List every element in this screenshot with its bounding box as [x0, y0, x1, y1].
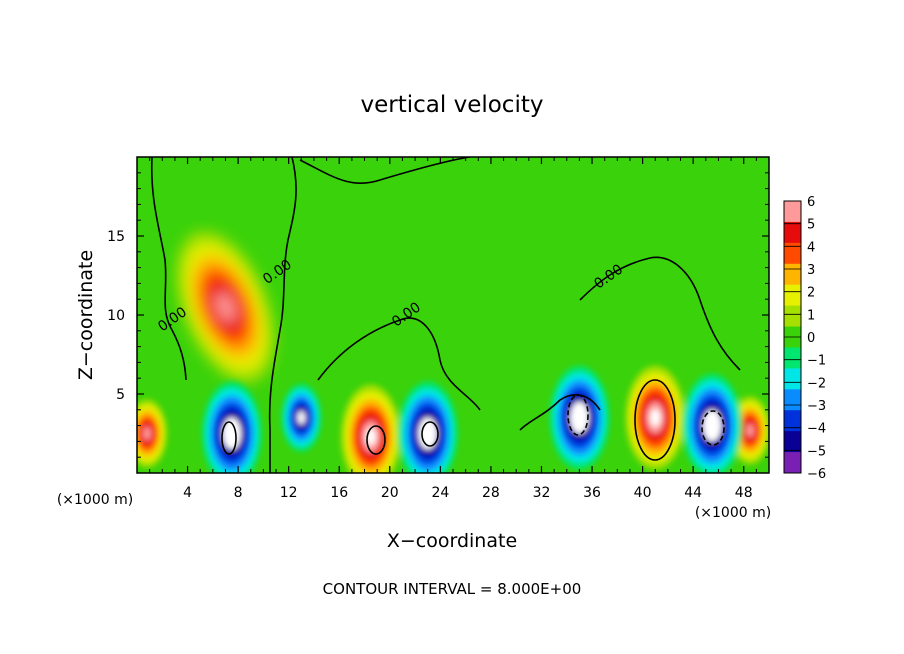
velocity-cell: [702, 409, 722, 442]
colorbar-label: 6: [807, 195, 815, 210]
zero-contour: [519, 394, 601, 431]
contour-ring: [567, 394, 589, 436]
colorbar-segment: [784, 284, 801, 307]
y-tick-label: 5: [116, 387, 125, 403]
x-tick-label: 28: [482, 485, 500, 501]
zero-contour: [579, 256, 741, 371]
colorbar-label: 2: [807, 286, 815, 301]
zero-contour: [150, 157, 187, 381]
contour-ring: [701, 410, 725, 446]
x-tick-label: 8: [234, 485, 243, 501]
colorbar-label: 1: [807, 308, 815, 323]
velocity-cell: [143, 426, 152, 441]
contour-ring: [366, 425, 386, 455]
zero-contour: [299, 157, 471, 184]
velocity-cell: [297, 411, 306, 425]
colorbar-segment: [784, 389, 801, 411]
colorbar-segment: [784, 452, 801, 474]
x-tick-label: 4: [183, 485, 192, 501]
colorbar-segment: [784, 431, 801, 453]
colorbar-segment: [784, 201, 801, 223]
colorbar-segment: [784, 263, 801, 286]
zero-contour: [317, 317, 481, 411]
x-axis: 4 8 12 16 20 24 28 32 36 40 44 48: [149, 157, 757, 501]
x-unit-label-right: (×1000 m): [695, 505, 771, 521]
x-axis-label: X−coordinate: [387, 530, 517, 552]
colorbar-segment: [784, 347, 801, 369]
x-tick-label: 36: [583, 485, 601, 501]
colorbar-segment: [784, 221, 801, 244]
x-tick-label: 20: [381, 485, 399, 501]
velocity-cell: [746, 423, 754, 437]
y-tick-label: 10: [107, 308, 125, 324]
x-tick-label: 44: [684, 485, 702, 501]
x-tick-label: 48: [735, 485, 753, 501]
colorbar-label: 5: [807, 218, 815, 233]
velocity-cell: [570, 401, 589, 434]
colorbar-label: −4: [807, 422, 826, 437]
colorbar-label: −3: [807, 399, 826, 414]
heatmap-area: 0.000.000.000.00: [137, 157, 769, 473]
x-tick-label: 24: [431, 485, 449, 501]
x-unit-label: (×1000 m): [57, 492, 133, 508]
x-tick-label: 32: [533, 485, 551, 501]
x-tick-label: 40: [634, 485, 652, 501]
contour-ring: [221, 421, 237, 455]
colorbar-label: −5: [807, 444, 826, 459]
velocity-cell: [215, 292, 235, 322]
colorbar-segment: [784, 410, 801, 432]
x-tick-label: 12: [280, 485, 298, 501]
y-tick-label: 15: [107, 229, 125, 245]
y-axis-label: Z−coordinate: [75, 250, 97, 380]
colorbar-segment: [784, 368, 801, 390]
velocity-cell: [650, 409, 661, 427]
colorbar-label: −2: [807, 376, 826, 391]
colorbar-segment: [784, 242, 801, 265]
colorbar: 6 5 4 3 2 1 0 −1 −2 −3 −4 −5 −6: [783, 195, 826, 482]
contour-ring: [421, 421, 439, 447]
chart-title: vertical velocity: [361, 92, 544, 118]
colorbar-label: 3: [807, 263, 815, 278]
y-axis: 5 10 15: [107, 172, 769, 458]
contour-ring: [634, 379, 676, 461]
colorbar-label: 4: [807, 240, 815, 255]
contour-interval-note: CONTOUR INTERVAL = 8.000E+00: [323, 580, 582, 598]
colorbar-label: −1: [807, 354, 826, 369]
colorbar-label: 0: [807, 331, 815, 346]
zero-contour: [268, 157, 297, 473]
colorbar-label: −6: [807, 467, 826, 482]
colorbar-segment: [784, 305, 801, 328]
x-tick-label: 16: [330, 485, 348, 501]
